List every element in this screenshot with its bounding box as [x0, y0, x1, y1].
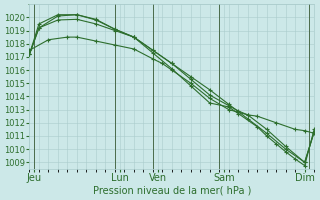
X-axis label: Pression niveau de la mer( hPa ): Pression niveau de la mer( hPa ) — [92, 186, 251, 196]
